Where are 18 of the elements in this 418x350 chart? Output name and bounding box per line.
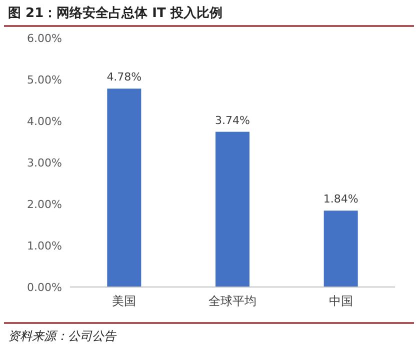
y-tick-label: 3.00% — [27, 156, 62, 170]
data-label: 1.84% — [323, 192, 358, 206]
text: 资料来源：公司公告 — [8, 329, 117, 343]
data-label: 4.78% — [106, 70, 142, 84]
bar — [107, 88, 142, 287]
chart-title: 图 21：网络安全占总体 IT 投入比例 — [8, 5, 222, 21]
y-tick-label: 0.00% — [27, 281, 62, 294]
x-tick-label: 全球平均 — [208, 294, 256, 308]
data-label: 3.74% — [215, 114, 250, 127]
y-tick-label: 4.00% — [27, 115, 62, 128]
y-tick-label: 2.00% — [27, 198, 62, 211]
x-tick-label: 美国 — [112, 294, 136, 308]
y-tick-label: 5.00% — [27, 74, 62, 86]
x-tick-label: 中国 — [328, 294, 353, 308]
bar — [216, 132, 250, 287]
bar — [324, 210, 358, 287]
y-tick-label: 6.00% — [27, 32, 62, 45]
y-tick-label: 1.00% — [27, 240, 62, 252]
